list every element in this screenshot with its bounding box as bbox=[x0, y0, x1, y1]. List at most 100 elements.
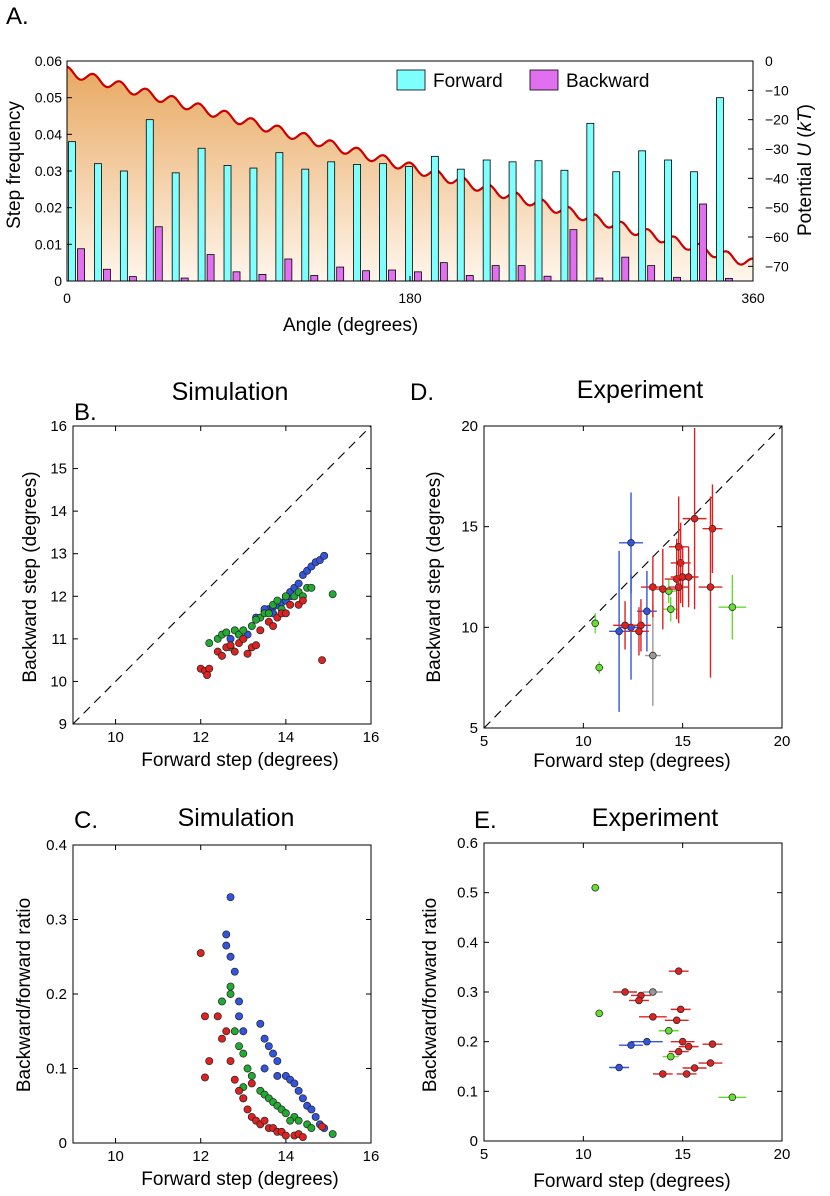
x-tick-label: 15 bbox=[674, 733, 691, 750]
green-point bbox=[728, 603, 737, 611]
blue-point bbox=[290, 1079, 299, 1088]
red-point bbox=[706, 583, 715, 591]
x-tick-label: 14 bbox=[278, 729, 295, 746]
blue-point bbox=[615, 1063, 623, 1072]
y-tick-label: 20 bbox=[461, 418, 478, 435]
backward-bar bbox=[414, 271, 422, 282]
y2-axis-label: Potential U (kT) bbox=[795, 104, 816, 236]
red-point bbox=[298, 1133, 307, 1141]
chart-e-experiment-ratio: Experiment 5 10 15 20 0 0.1 0.2 0.3 0.4 0.5 0.6 Fo… bbox=[420, 804, 790, 1192]
red-point bbox=[674, 967, 683, 975]
backward-bar bbox=[569, 229, 578, 282]
x-tick-label: 16 bbox=[363, 1148, 380, 1165]
blue-point bbox=[627, 539, 635, 547]
y-tick-label: 0.4 bbox=[46, 837, 67, 854]
blue-point bbox=[320, 551, 329, 560]
green-point bbox=[252, 615, 261, 624]
forward-bar bbox=[405, 166, 413, 282]
green-point bbox=[205, 639, 214, 648]
backward-bar bbox=[517, 265, 526, 282]
forward-bar bbox=[379, 163, 387, 282]
y2-tick-label: −50 bbox=[765, 200, 789, 216]
backward-bar bbox=[310, 275, 319, 282]
blue-point bbox=[226, 893, 235, 902]
red-point bbox=[260, 1116, 269, 1125]
y-tick-label: 0.05 bbox=[35, 90, 62, 106]
green-point bbox=[273, 596, 282, 605]
x-tick-label: 12 bbox=[192, 729, 209, 746]
red-point bbox=[239, 1094, 248, 1103]
x-tick-label: 5 bbox=[480, 1146, 488, 1163]
y-tick-label: 15 bbox=[461, 519, 478, 536]
red-point bbox=[243, 649, 252, 658]
red-point bbox=[649, 1013, 657, 1021]
y-tick-label: 0.3 bbox=[457, 984, 478, 1001]
y-tick-label: 0.1 bbox=[46, 1061, 67, 1078]
forward-bar bbox=[560, 169, 569, 282]
y2-tick-label: −70 bbox=[765, 258, 789, 274]
forward-bar bbox=[638, 150, 647, 282]
y-axis-label: Backward/forward ratio bbox=[420, 898, 441, 1092]
backward-bar bbox=[258, 273, 267, 282]
red-point bbox=[230, 1075, 239, 1084]
blue-point bbox=[264, 1042, 273, 1051]
backward-bar bbox=[621, 256, 630, 282]
green-point bbox=[591, 619, 600, 628]
green-point bbox=[328, 590, 337, 599]
x-tick-label: 14 bbox=[278, 1148, 295, 1165]
backward-bar bbox=[465, 275, 474, 282]
x-axis-label: Forward step (degrees) bbox=[141, 750, 338, 771]
red-point bbox=[218, 1034, 226, 1043]
forward-bar bbox=[275, 152, 284, 282]
chart-d-experiment-steps: Experiment 5 10 15 20 5 10 15 20 Forward step (… bbox=[424, 376, 790, 772]
green-point bbox=[226, 990, 235, 998]
backward-bar bbox=[154, 226, 163, 282]
y-tick-label: 0.2 bbox=[46, 986, 67, 1003]
backward-bar bbox=[103, 268, 111, 282]
blue-point bbox=[230, 967, 239, 976]
y2-tick-label: −40 bbox=[765, 170, 789, 186]
y-axis-label: Step frequency bbox=[4, 101, 25, 229]
backward-bar bbox=[491, 265, 500, 282]
green-point bbox=[247, 1071, 256, 1080]
blue-point bbox=[273, 1071, 282, 1080]
chart-title: Simulation bbox=[172, 378, 289, 406]
green-point bbox=[307, 1124, 316, 1133]
red-point bbox=[621, 988, 629, 996]
forward-bar bbox=[197, 147, 206, 282]
red-point bbox=[235, 1086, 243, 1095]
forward-bar bbox=[301, 168, 310, 282]
bar-group bbox=[68, 97, 733, 282]
y-tick-label: 15 bbox=[50, 461, 67, 478]
red-point bbox=[226, 641, 235, 650]
blue-point bbox=[627, 1041, 635, 1049]
green-point bbox=[595, 663, 603, 672]
diagonal-line bbox=[72, 425, 372, 725]
y-axis-label: Backward/forward ratio bbox=[14, 898, 35, 1092]
y-tick-label: 9 bbox=[59, 716, 67, 733]
panel-label-c: C. bbox=[74, 807, 98, 834]
chart-c-simulation-ratio: Simulation 10 12 14 16 0 0.1 0.2 0.3 0.4 Forward… bbox=[14, 804, 379, 1190]
x-tick-label: 12 bbox=[192, 1148, 209, 1165]
legend-backward-swatch bbox=[529, 69, 559, 91]
red-point bbox=[201, 1073, 209, 1082]
forward-bar bbox=[508, 161, 517, 282]
y-tick-label: 0.4 bbox=[457, 934, 478, 951]
backward-bar bbox=[77, 248, 85, 282]
y2-tick-label: −60 bbox=[765, 229, 789, 245]
y-tick-label: 5 bbox=[470, 720, 478, 737]
axes-a: 0 0.01 0.02 0.03 0.04 0.05 0.06 0 −10 −20 −30 −40 −5… bbox=[35, 53, 789, 306]
blue-point bbox=[226, 952, 235, 961]
y-tick-label: 14 bbox=[50, 503, 67, 520]
blue-point bbox=[294, 1086, 303, 1095]
blue-point bbox=[643, 607, 651, 615]
blue-point bbox=[298, 1094, 307, 1103]
red-point bbox=[676, 1005, 685, 1014]
y2-tick-label: 0 bbox=[765, 53, 773, 69]
x-axis-label: Forward step (degrees) bbox=[141, 1169, 338, 1190]
green-point bbox=[230, 1027, 239, 1036]
green-point bbox=[239, 626, 248, 635]
gray-point bbox=[649, 988, 657, 996]
red-point bbox=[708, 1040, 717, 1048]
backward-bar bbox=[543, 275, 552, 282]
